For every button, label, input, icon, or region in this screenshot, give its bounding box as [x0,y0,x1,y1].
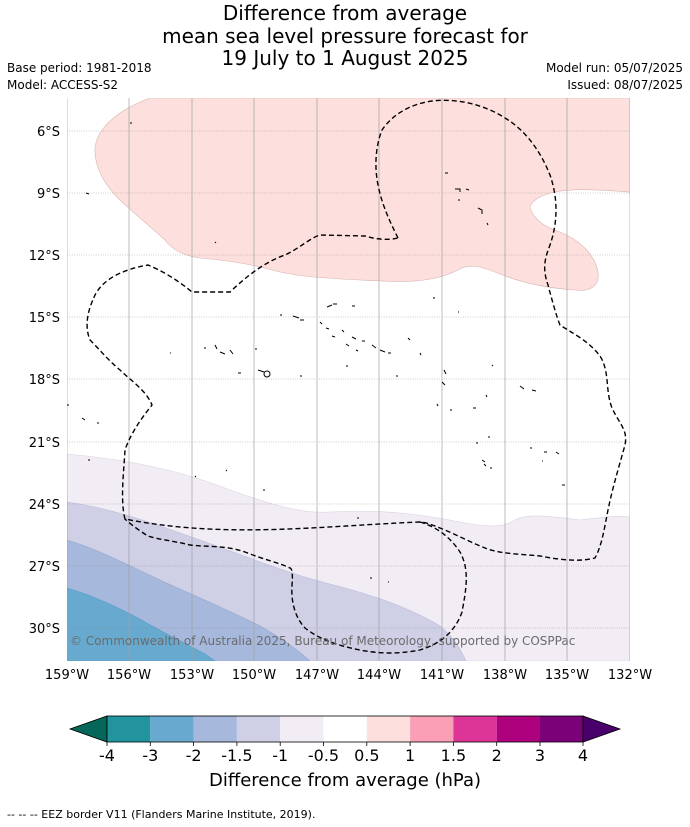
colorbar-ticks [106,742,584,746]
colorbar-bin [410,716,454,742]
issued-date: Issued: 08/07/2025 [567,78,683,92]
anomaly-band-minus-3 [67,587,216,661]
colorbar-tick-label: 2 [492,746,502,765]
graticule [67,130,630,629]
lon-label: 132°W [608,668,652,683]
colorbar-tick-label: -1.5 [221,746,252,765]
colorbar-frame [106,715,584,743]
metadata-right: Model run: 05/07/2025 Issued: 08/07/2025 [546,60,683,94]
colorbar-bin [496,716,540,742]
map-area [67,98,630,661]
lon-label: 153°W [170,668,214,683]
colorbar-bin [193,716,237,742]
title-line-3: 19 July to 1 August 2025 [221,46,469,70]
eez-border-pitcairn [124,518,467,654]
colorbar-extend-high [582,715,622,743]
colorbar-bin [280,716,324,742]
base-period: Base period: 1981-2018 [7,61,152,75]
lon-label: 138°W [483,668,527,683]
colorbar-tick-label: -0.5 [308,746,339,765]
lon-tick-labels: 159°W 156°W 153°W 150°W 147°W 144°W 141°… [45,668,652,683]
colorbar-bin [323,716,367,742]
lat-label: 21°S [29,436,60,451]
lat-tick-labels: 6°S 9°S 12°S 15°S 18°S 21°S 24°S 27°S 30… [29,125,60,637]
colorbar-bin [236,716,281,742]
colorbar-tick-labels: -4 -3 -2 -1.5 -1 -0.5 0.5 1 1.5 2 3 4 [99,746,588,765]
colorbar-tick-label: 3 [535,746,545,765]
model-run: Model run: 05/07/2025 [545,61,683,75]
islands [67,122,565,583]
colorbar-tick-label: -2 [186,746,202,765]
lat-label: 9°S [37,187,60,202]
copyright-notice: © Commonwealth of Australia 2025, Bureau… [70,634,576,648]
lat-label: 30°S [29,622,60,637]
lat-label: 27°S [29,560,60,575]
colorbar-tick-label: -4 [99,746,115,765]
lon-label: 147°W [295,668,339,683]
lat-label: 24°S [29,498,60,513]
lon-label: 135°W [545,668,589,683]
colorbar-tick-label: -1 [272,746,288,765]
colorbar-tick-label: 4 [578,746,588,765]
lat-label: 12°S [29,249,60,264]
eez-borders [86,99,627,654]
title-line-1: Difference from average [222,1,468,25]
lat-label: 15°S [29,311,60,326]
colorbar-extend-low [68,715,108,743]
title-line-2: mean sea level pressure forecast for [162,23,528,48]
lon-label: 150°W [232,668,276,683]
model-name: Model: ACCESS-S2 [7,78,119,92]
colorbar-bin [453,716,497,742]
colorbar-tick-label: 1 [405,746,415,765]
colorbar: -4 -3 -2 -1.5 -1 -0.5 0.5 1 1.5 2 3 4 [68,715,622,765]
colorbar-label: Difference from average (hPa) [208,770,482,791]
lon-label: 144°W [357,668,401,683]
colorbar-tick-label: -3 [142,746,158,765]
colorbar-tick-label: 0.5 [354,746,379,765]
meridians [67,98,630,661]
colorbar-bin [107,716,151,742]
lon-label: 156°W [107,668,151,683]
colorbar-bin [540,716,583,742]
chart-title: Difference from average mean sea level p… [0,2,690,70]
anomaly-band-plus-0-5 [94,98,630,291]
lon-label: 159°W [45,668,89,683]
lon-label: 141°W [420,668,464,683]
colorbar-tick-label: 1.5 [441,746,466,765]
eez-border-kiribati [86,99,627,561]
lat-label: 18°S [29,373,60,388]
colorbar-bin [150,716,194,742]
colorbar-bin [366,716,411,742]
metadata-left: Base period: 1981-2018 Model: ACCESS-S2 [7,60,152,94]
eez-footnote: -- -- -- EEZ border V11 (Flanders Marine… [7,808,316,821]
lat-label: 6°S [37,125,60,140]
